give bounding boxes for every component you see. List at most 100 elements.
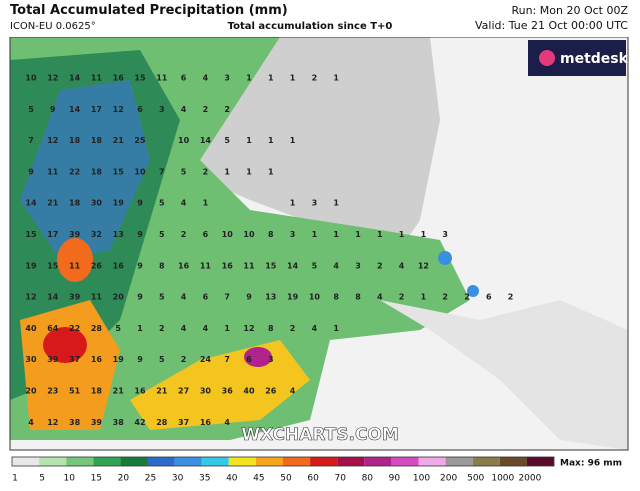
map-value: 26 [91, 261, 103, 270]
colorbar-swatch [93, 457, 121, 466]
map-value: 5 [28, 105, 34, 114]
map-value: 6 [246, 355, 252, 364]
max-label: Max: 96 mm [560, 459, 622, 469]
colorbar-label: 10 [63, 474, 75, 484]
map-value: 1 [268, 136, 274, 145]
map-value: 2 [399, 293, 405, 302]
map-value: 2 [312, 74, 318, 83]
map-value: 8 [159, 261, 165, 270]
map-value: 8 [268, 324, 274, 333]
colorbar-swatch [201, 457, 229, 466]
map-value: 16 [222, 261, 234, 270]
map-value: 21 [113, 136, 125, 145]
colorbar-label: 30 [172, 474, 184, 484]
map-value: 16 [134, 387, 146, 396]
colorbar-swatch [364, 457, 392, 466]
map-value: 1 [268, 74, 274, 83]
map-value: 14 [69, 74, 81, 83]
map-value: 4 [181, 199, 187, 208]
map-value: 12 [47, 136, 58, 145]
colorbar-label: 2000 [518, 474, 541, 484]
map-value: 16 [178, 261, 190, 270]
magenta-area [244, 347, 272, 367]
colorbar-label: 50 [280, 474, 292, 484]
map-value: 2 [203, 105, 209, 114]
map-value: 18 [91, 136, 103, 145]
map-value: 17 [91, 105, 102, 114]
colorbar-swatch [445, 457, 473, 466]
map-value: 21 [156, 387, 168, 396]
map-value: 18 [91, 387, 103, 396]
map-value: 10 [25, 74, 37, 83]
map-value: 7 [159, 167, 165, 176]
map-value: 4 [312, 324, 318, 333]
map-value: 1 [246, 136, 252, 145]
map-value: 18 [69, 199, 81, 208]
map-value: 16 [200, 418, 212, 427]
map-value: 14 [47, 293, 59, 302]
colorbar-label: 80 [362, 474, 374, 484]
colorbar-label: 45 [253, 474, 264, 484]
map-value: 36 [222, 387, 234, 396]
colorbar-label: 5 [39, 474, 45, 484]
map-value: 1 [224, 324, 230, 333]
map-value: 27 [178, 387, 189, 396]
map-value: 20 [113, 293, 125, 302]
colorbar-swatch [228, 457, 256, 466]
map-value: 38 [113, 418, 125, 427]
map-value: 8 [333, 293, 339, 302]
map-value: 30 [200, 387, 212, 396]
map-value: 1 [421, 293, 427, 302]
map-value: 19 [25, 261, 37, 270]
map-value: 3 [312, 199, 318, 208]
map-value: 4 [333, 261, 339, 270]
map-value: 37 [69, 355, 80, 364]
colorbar-swatch [174, 457, 202, 466]
map-value: 11 [200, 261, 212, 270]
map-value: 1 [224, 167, 230, 176]
map-value: 8 [268, 230, 274, 239]
map-value: 19 [287, 293, 299, 302]
map-value: 2 [464, 293, 470, 302]
map-value: 40 [25, 324, 37, 333]
map-value: 3 [268, 355, 274, 364]
map-value: 3 [355, 261, 361, 270]
colorbar-swatch [120, 457, 148, 466]
colorbar: 1 5 10 15 20 25 30 35 40 45 50 60 70 80 90 100 200 500 100… [11, 456, 555, 484]
map-value: 23 [47, 387, 58, 396]
map-value: 1 [333, 324, 339, 333]
map-labels: 10 12 14 11 16 15 11 6 4 3 1 1 1 2 15 9 14 17 12 6 3 4 2 27 12 18… [25, 74, 513, 427]
map-value: 13 [113, 230, 124, 239]
map-value: 5 [159, 355, 165, 364]
colorbar-swatch [391, 457, 419, 466]
map-value: 2 [442, 293, 448, 302]
map-value: 1 [268, 167, 274, 176]
map-value: 2 [224, 105, 230, 114]
map-value: 14 [200, 136, 212, 145]
map-value: 2 [290, 324, 296, 333]
map-value: 4 [377, 293, 383, 302]
map-value: 25 [134, 136, 146, 145]
map-value: 7 [224, 355, 230, 364]
map-value: 13 [265, 293, 276, 302]
map-value: 1 [399, 230, 405, 239]
map-value: 11 [69, 261, 81, 270]
map-value: 28 [156, 418, 168, 427]
map-value: 16 [113, 74, 125, 83]
map-value: 4 [203, 324, 209, 333]
colorbar-label: 500 [467, 474, 484, 484]
colorbar-swatch [526, 457, 554, 466]
colorbar-swatch [12, 457, 40, 466]
map-value: 10 [178, 136, 190, 145]
map-value: 1 [355, 230, 361, 239]
map-value: 4 [224, 418, 230, 427]
map-value: 12 [25, 293, 36, 302]
map-value: 12 [113, 105, 124, 114]
map-value: 1 [290, 199, 296, 208]
map-value: 26 [265, 387, 277, 396]
colorbar-label: 90 [389, 474, 401, 484]
colorbar-swatch [255, 457, 283, 466]
colorbar-label: 70 [334, 474, 346, 484]
map-value: 1 [421, 230, 427, 239]
